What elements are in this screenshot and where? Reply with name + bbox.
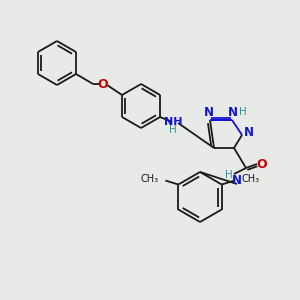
- Text: O: O: [257, 158, 267, 170]
- Text: NH: NH: [164, 117, 182, 127]
- Text: O: O: [98, 77, 108, 91]
- Text: N: N: [232, 173, 242, 187]
- Text: N: N: [228, 106, 238, 119]
- Text: CH₃: CH₃: [140, 173, 158, 184]
- Text: CH₃: CH₃: [242, 173, 260, 184]
- Text: N: N: [204, 106, 214, 119]
- Text: H: H: [239, 107, 247, 117]
- Text: H: H: [169, 125, 177, 135]
- Text: N: N: [244, 127, 254, 140]
- Text: H: H: [225, 170, 233, 180]
